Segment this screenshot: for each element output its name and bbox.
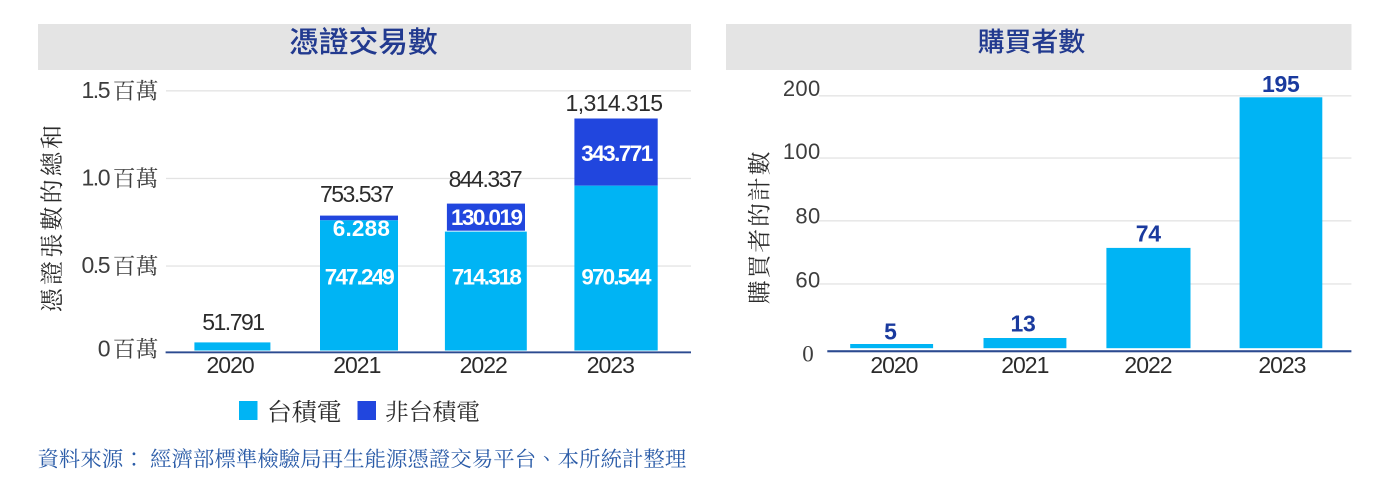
svg-text:74: 74 (1136, 220, 1161, 246)
svg-text:2020: 2020 (870, 352, 917, 378)
svg-text:2022: 2022 (460, 352, 507, 378)
svg-text:200: 200 (783, 76, 821, 101)
svg-text:747.249: 747.249 (325, 264, 395, 289)
svg-text:195: 195 (1262, 71, 1300, 97)
svg-text:1.0: 1.0 (82, 165, 110, 191)
svg-text:2023: 2023 (1258, 352, 1305, 378)
svg-text:0: 0 (802, 341, 814, 366)
svg-text:100: 100 (783, 139, 821, 164)
svg-text:5: 5 (884, 318, 897, 344)
svg-text:2023: 2023 (587, 352, 634, 378)
svg-text:51.791: 51.791 (202, 309, 264, 335)
svg-text:753.537: 753.537 (320, 181, 393, 207)
svg-text:970.544: 970.544 (581, 264, 652, 289)
svg-text:343.771: 343.771 (581, 141, 653, 166)
svg-text:844.337: 844.337 (449, 166, 522, 192)
svg-text:0: 0 (98, 335, 110, 361)
svg-text:0.5: 0.5 (82, 252, 110, 278)
svg-text:2022: 2022 (1124, 352, 1171, 378)
svg-text:2021: 2021 (1001, 352, 1048, 378)
svg-text:1,314.315: 1,314.315 (566, 90, 663, 116)
svg-text:2021: 2021 (333, 352, 380, 378)
svg-text:714.318: 714.318 (452, 264, 522, 289)
svg-text:80: 80 (795, 203, 820, 228)
svg-text:6.288: 6.288 (333, 216, 390, 241)
svg-text:60: 60 (795, 268, 820, 293)
svg-text:130.019: 130.019 (451, 205, 523, 230)
svg-text:13: 13 (1011, 311, 1036, 337)
svg-text:2020: 2020 (207, 352, 254, 378)
svg-text:1.5: 1.5 (82, 77, 110, 103)
